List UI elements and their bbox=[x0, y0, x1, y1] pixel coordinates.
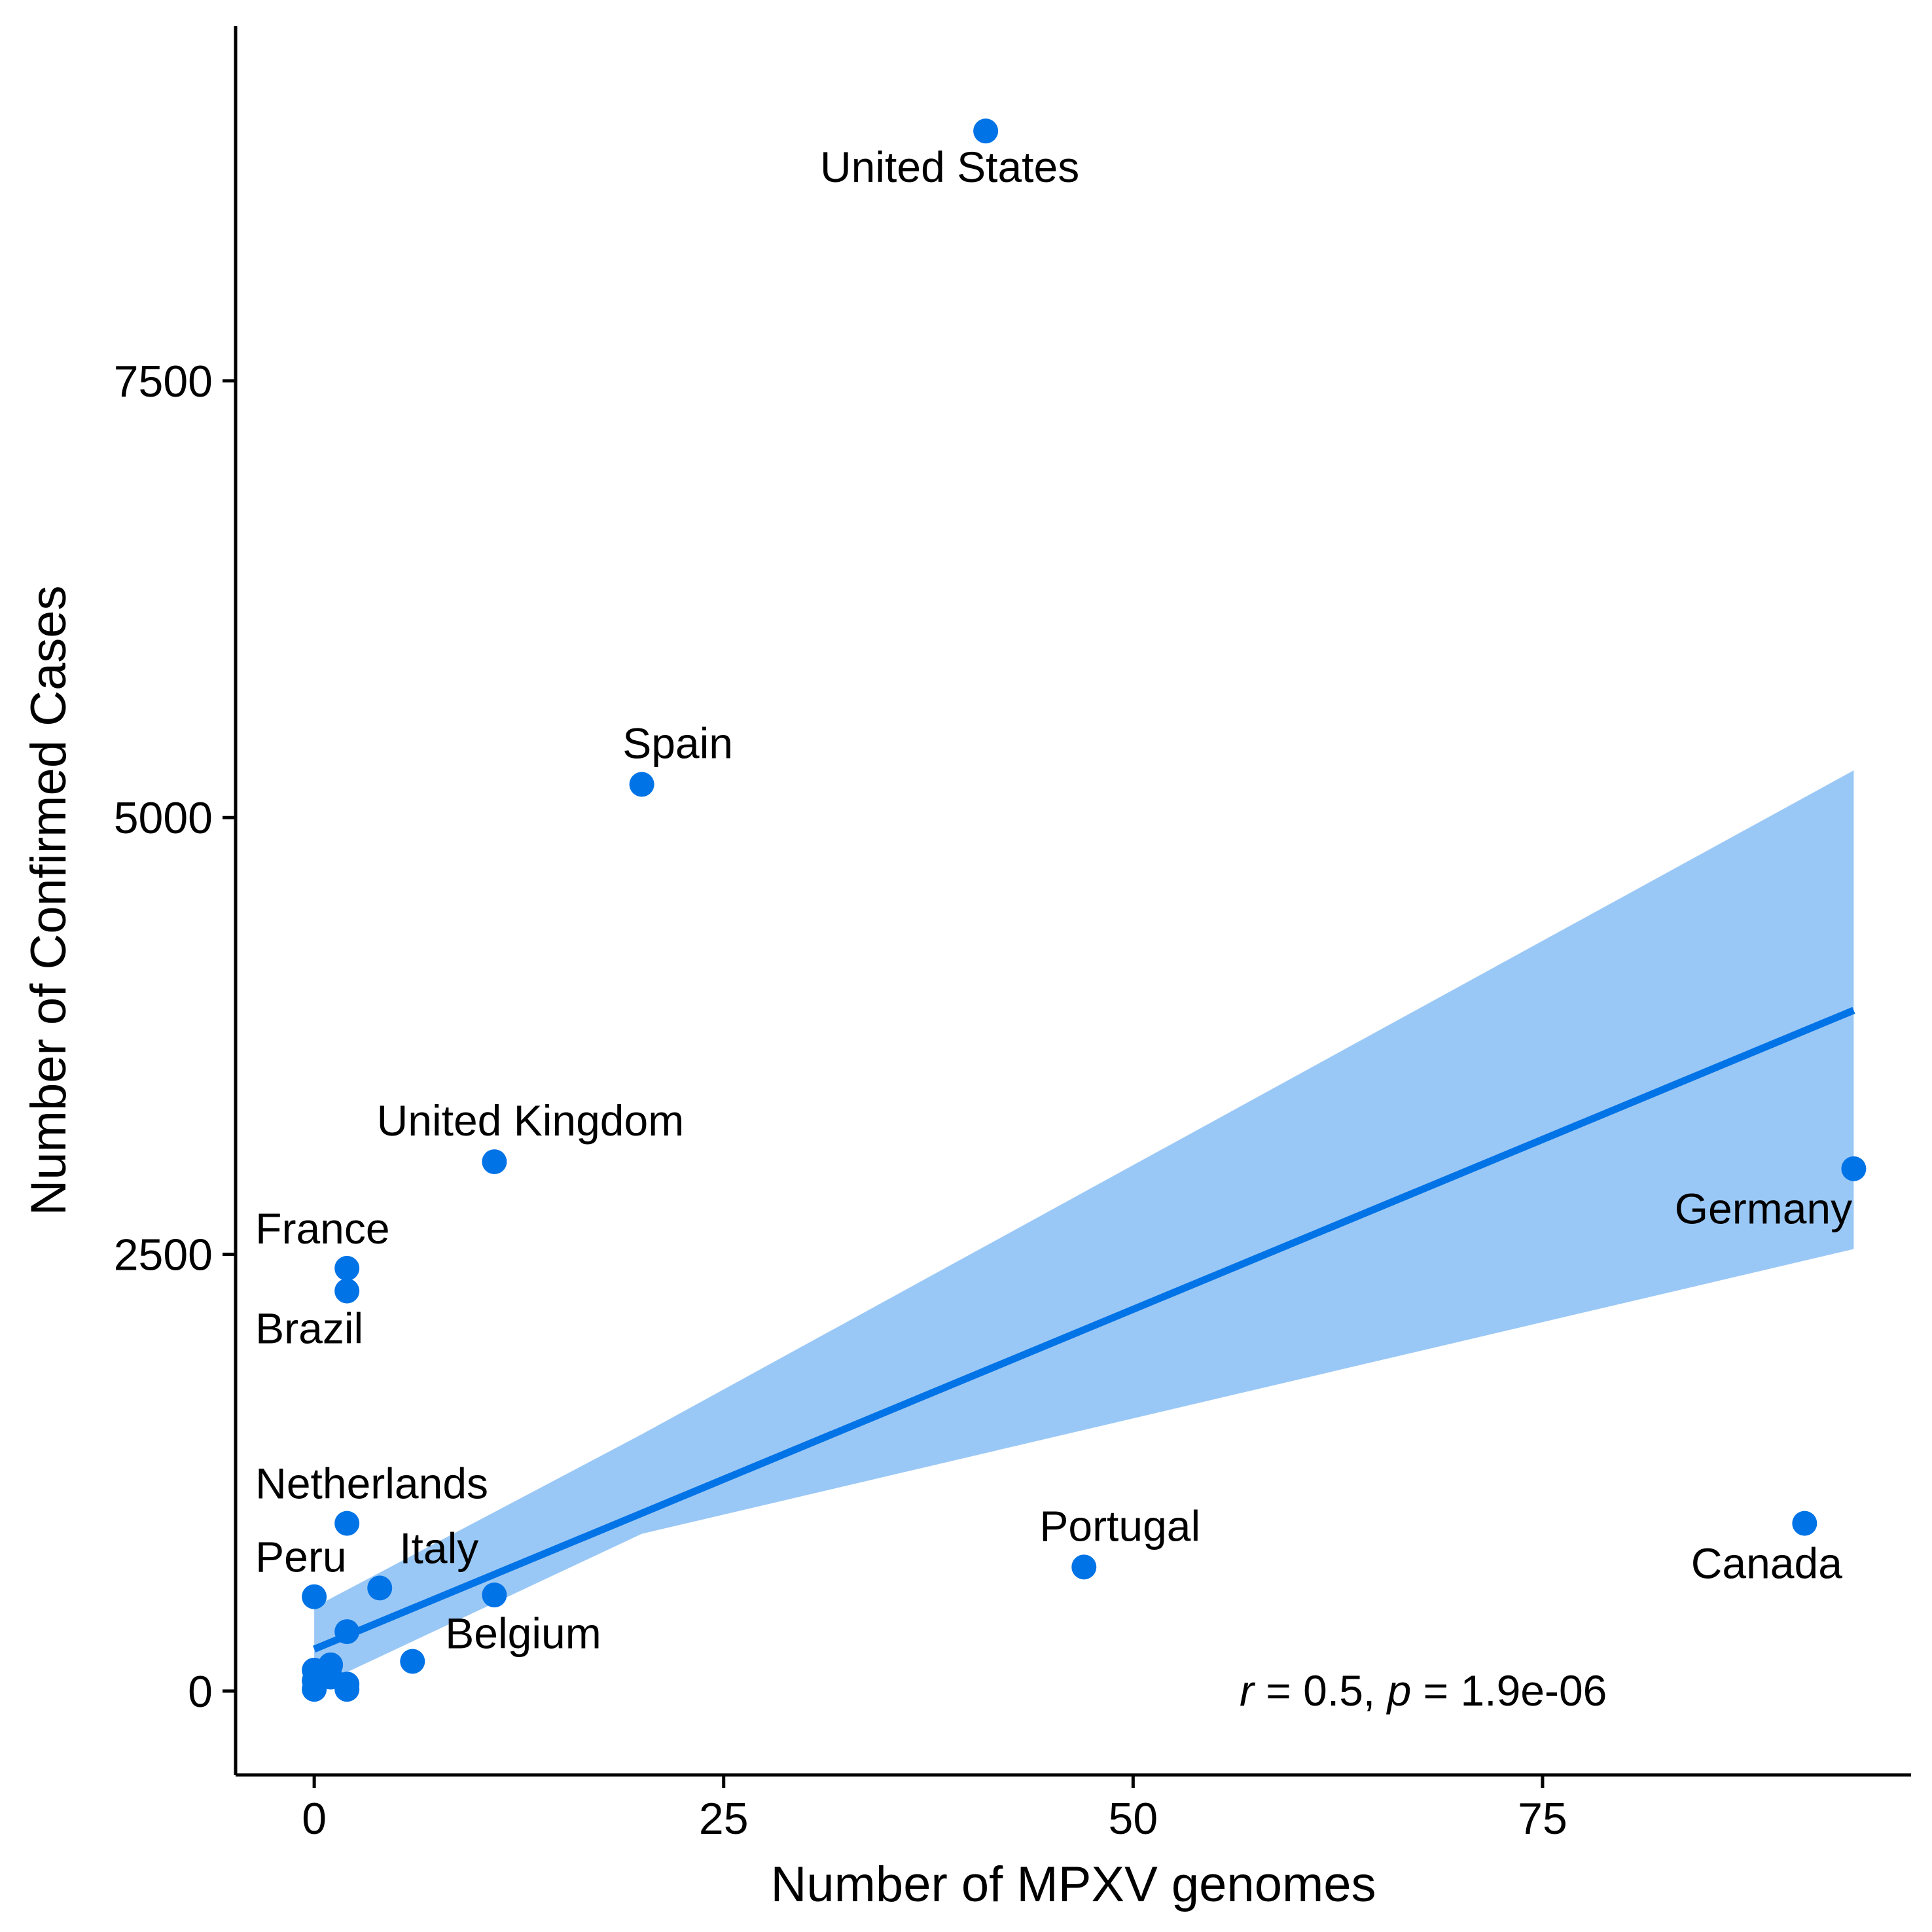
y-tick-label: 5000 bbox=[114, 793, 213, 843]
y-ticks: 0 2500 5000 7500 bbox=[114, 357, 236, 1717]
x-tick-label: 50 bbox=[1109, 1794, 1158, 1844]
label-united-kingdom: United Kingdom bbox=[377, 1096, 685, 1145]
point-portugal bbox=[1071, 1554, 1097, 1580]
point-labels-layer: United States Spain United Kingdom France Br… bbox=[255, 143, 1852, 1657]
r-value: = 0.5, bbox=[1254, 1666, 1387, 1715]
y-tick-label: 2500 bbox=[114, 1230, 213, 1280]
y-axis-title: Number of Confirmed Cases bbox=[21, 585, 77, 1215]
label-france: France bbox=[255, 1204, 389, 1253]
p-symbol: p bbox=[1386, 1666, 1412, 1715]
x-tick-label: 0 bbox=[302, 1794, 327, 1844]
confidence-band bbox=[314, 770, 1854, 1688]
point-spain bbox=[629, 772, 654, 797]
point-unlabeled bbox=[482, 1583, 507, 1608]
point-germany bbox=[1841, 1156, 1867, 1181]
x-axis-title: Number of MPXV genomes bbox=[770, 1857, 1376, 1912]
point-peru bbox=[302, 1584, 327, 1609]
x-tick-label: 25 bbox=[699, 1794, 749, 1844]
point-unlabeled bbox=[334, 1672, 360, 1697]
point-italy bbox=[367, 1575, 393, 1601]
label-spain: Spain bbox=[622, 719, 733, 767]
label-united-states: United States bbox=[820, 143, 1079, 191]
x-tick-label: 75 bbox=[1518, 1794, 1567, 1844]
point-belgium bbox=[400, 1649, 425, 1674]
regression-line bbox=[313, 1007, 1855, 1653]
label-canada: Canada bbox=[1691, 1539, 1842, 1588]
y-tick-label: 7500 bbox=[114, 357, 213, 406]
point-netherlands bbox=[334, 1511, 360, 1536]
point-unlabeled bbox=[302, 1677, 327, 1702]
r-symbol: r bbox=[1240, 1666, 1256, 1715]
axes-layer bbox=[234, 26, 1911, 1777]
p-value: = 1.9e-06 bbox=[1411, 1666, 1607, 1715]
correlation-annotation: r = 0.5, p = 1.9e-06 bbox=[1240, 1666, 1607, 1715]
fit-line-layer bbox=[313, 1007, 1855, 1653]
y-tick-label: 0 bbox=[188, 1667, 213, 1717]
point-brazil bbox=[334, 1278, 360, 1304]
label-netherlands: Netherlands bbox=[255, 1459, 488, 1508]
point-united-kingdom bbox=[482, 1149, 507, 1175]
point-united-states bbox=[973, 118, 999, 144]
label-italy: Italy bbox=[399, 1524, 478, 1572]
confidence-band-layer bbox=[314, 770, 1854, 1688]
label-brazil: Brazil bbox=[255, 1304, 363, 1353]
points-layer bbox=[302, 118, 1867, 1702]
point-france bbox=[334, 1255, 360, 1281]
point-unlabeled bbox=[334, 1619, 360, 1645]
x-ticks: 0 25 50 75 bbox=[302, 1775, 1567, 1844]
label-peru: Peru bbox=[255, 1533, 346, 1581]
point-canada bbox=[1792, 1511, 1817, 1536]
label-belgium: Belgium bbox=[445, 1609, 601, 1657]
label-germany: Germany bbox=[1675, 1185, 1852, 1233]
label-portugal: Portugal bbox=[1039, 1501, 1200, 1550]
